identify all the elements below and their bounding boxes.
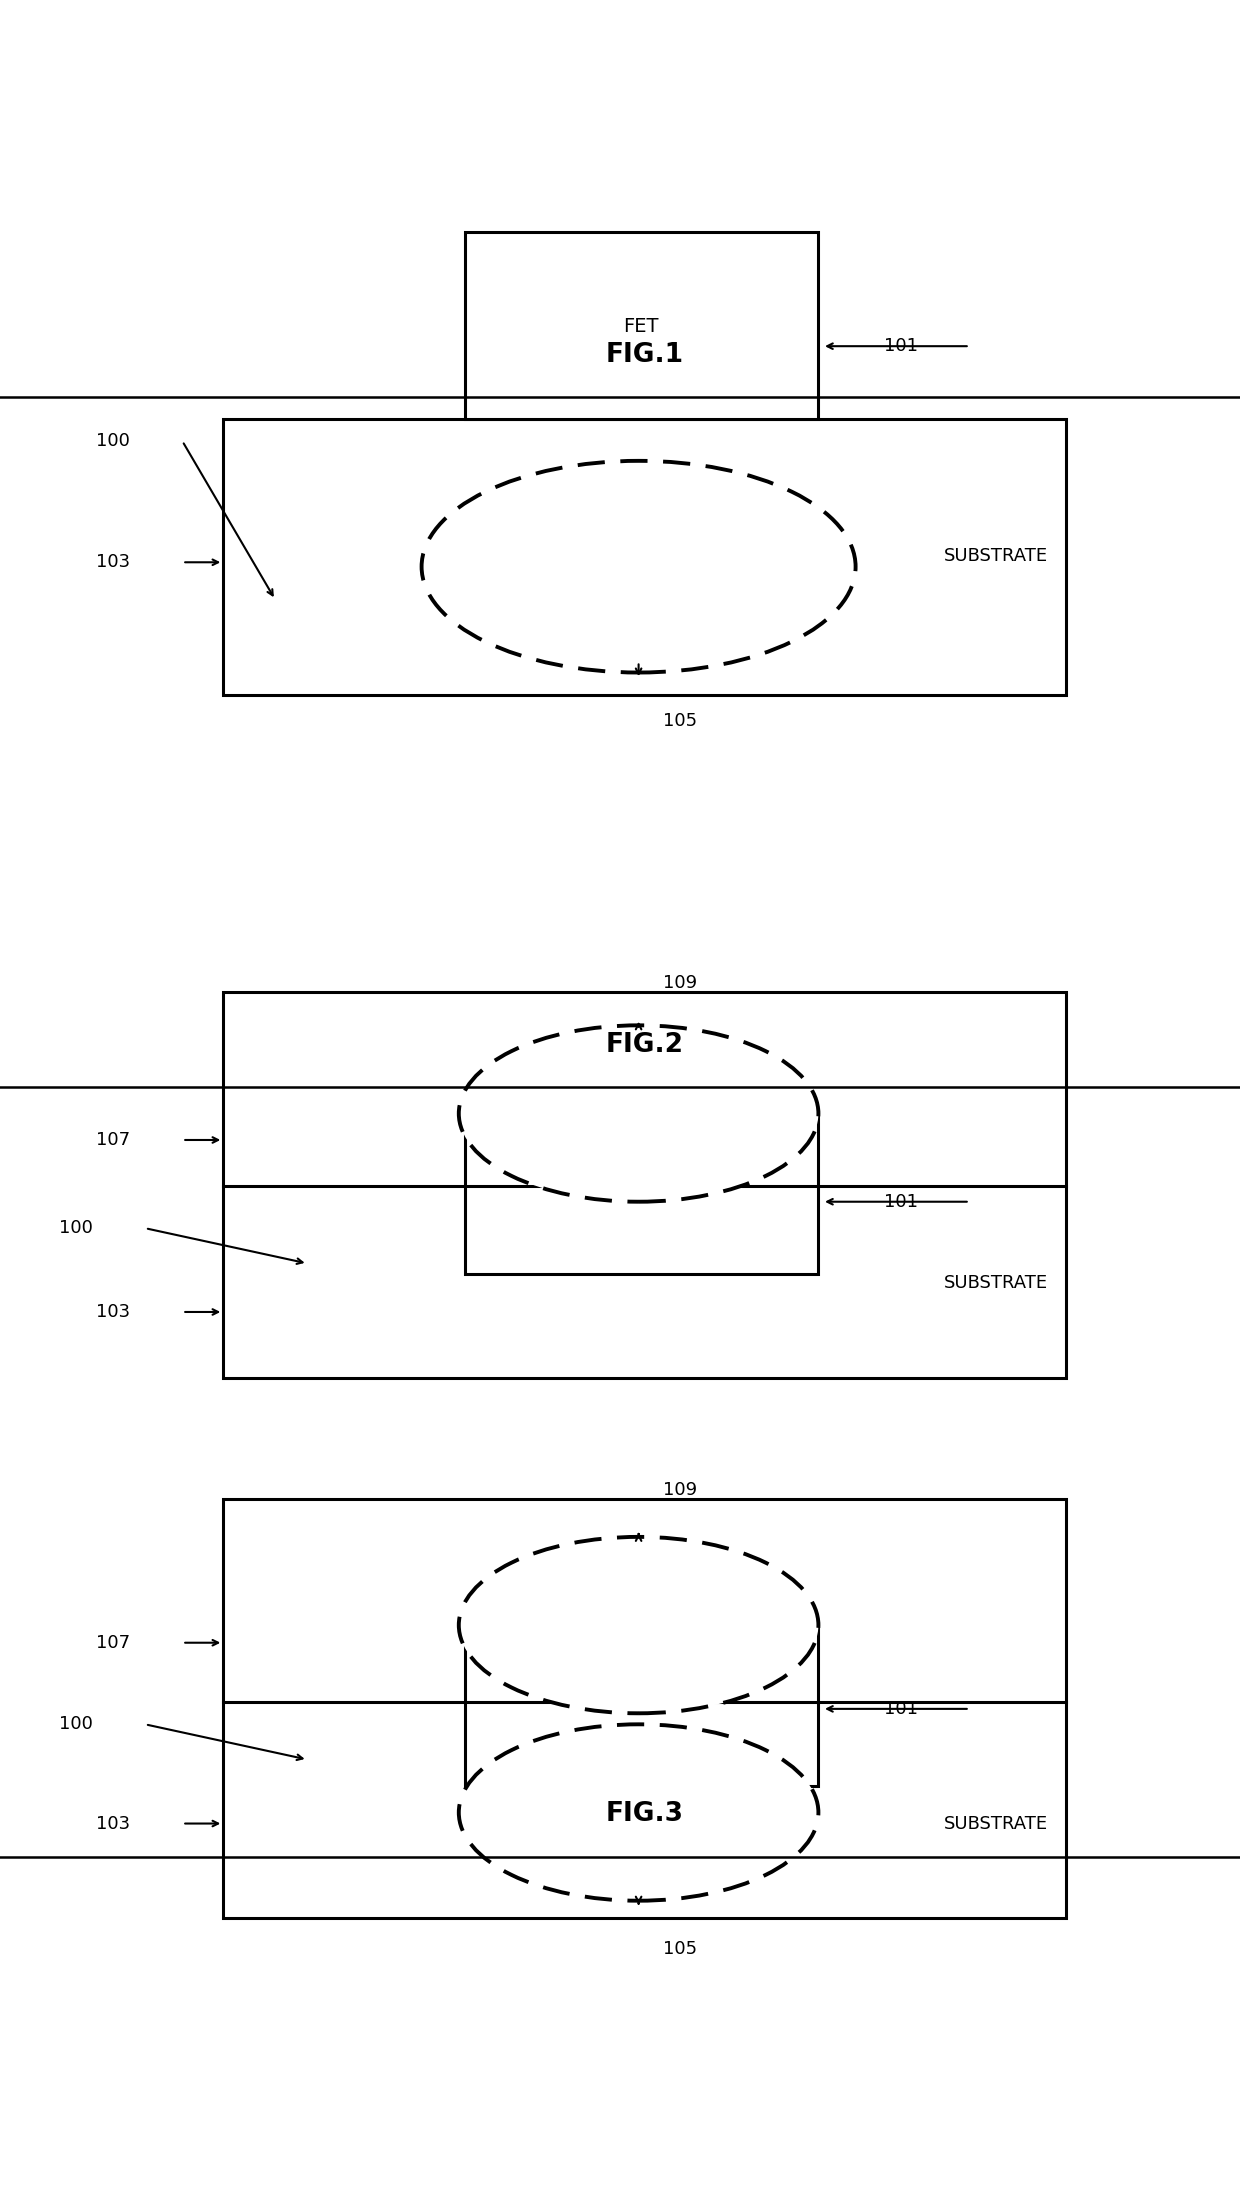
Text: 103: 103 xyxy=(95,553,130,571)
Text: FET: FET xyxy=(624,1696,658,1713)
Text: FET: FET xyxy=(624,1184,658,1202)
Bar xyxy=(223,419,1066,695)
Text: 101: 101 xyxy=(884,1193,918,1211)
Text: FIG.2: FIG.2 xyxy=(606,1032,683,1058)
Text: 103: 103 xyxy=(95,1815,130,1832)
Text: SUBSTRATE: SUBSTRATE xyxy=(944,1815,1048,1832)
Text: 100: 100 xyxy=(60,1219,93,1237)
Ellipse shape xyxy=(459,1025,818,1202)
Text: 100: 100 xyxy=(60,1715,93,1733)
Text: 100: 100 xyxy=(97,432,130,450)
Text: SUBSTRATE: SUBSTRATE xyxy=(944,547,1048,564)
Text: 105: 105 xyxy=(663,712,698,730)
Text: 101: 101 xyxy=(884,1700,918,1718)
Text: 107: 107 xyxy=(95,1131,130,1149)
Text: FET: FET xyxy=(624,318,658,335)
Text: 109: 109 xyxy=(663,1482,698,1499)
Bar xyxy=(223,1499,1066,1918)
Text: 101: 101 xyxy=(884,337,918,355)
Text: 109: 109 xyxy=(663,975,698,992)
Ellipse shape xyxy=(422,461,856,673)
Text: FIG.1: FIG.1 xyxy=(605,342,684,368)
Text: SUBSTRATE: SUBSTRATE xyxy=(944,1274,1048,1292)
Text: FIG.3: FIG.3 xyxy=(606,1801,683,1828)
Text: 103: 103 xyxy=(95,1303,130,1321)
Bar xyxy=(465,232,818,419)
Bar xyxy=(465,1621,818,1786)
Bar xyxy=(223,992,1066,1378)
Bar xyxy=(465,1109,818,1274)
Ellipse shape xyxy=(459,1724,818,1901)
Text: 105: 105 xyxy=(663,1940,698,1958)
Text: 107: 107 xyxy=(95,1634,130,1652)
Ellipse shape xyxy=(459,1537,818,1713)
